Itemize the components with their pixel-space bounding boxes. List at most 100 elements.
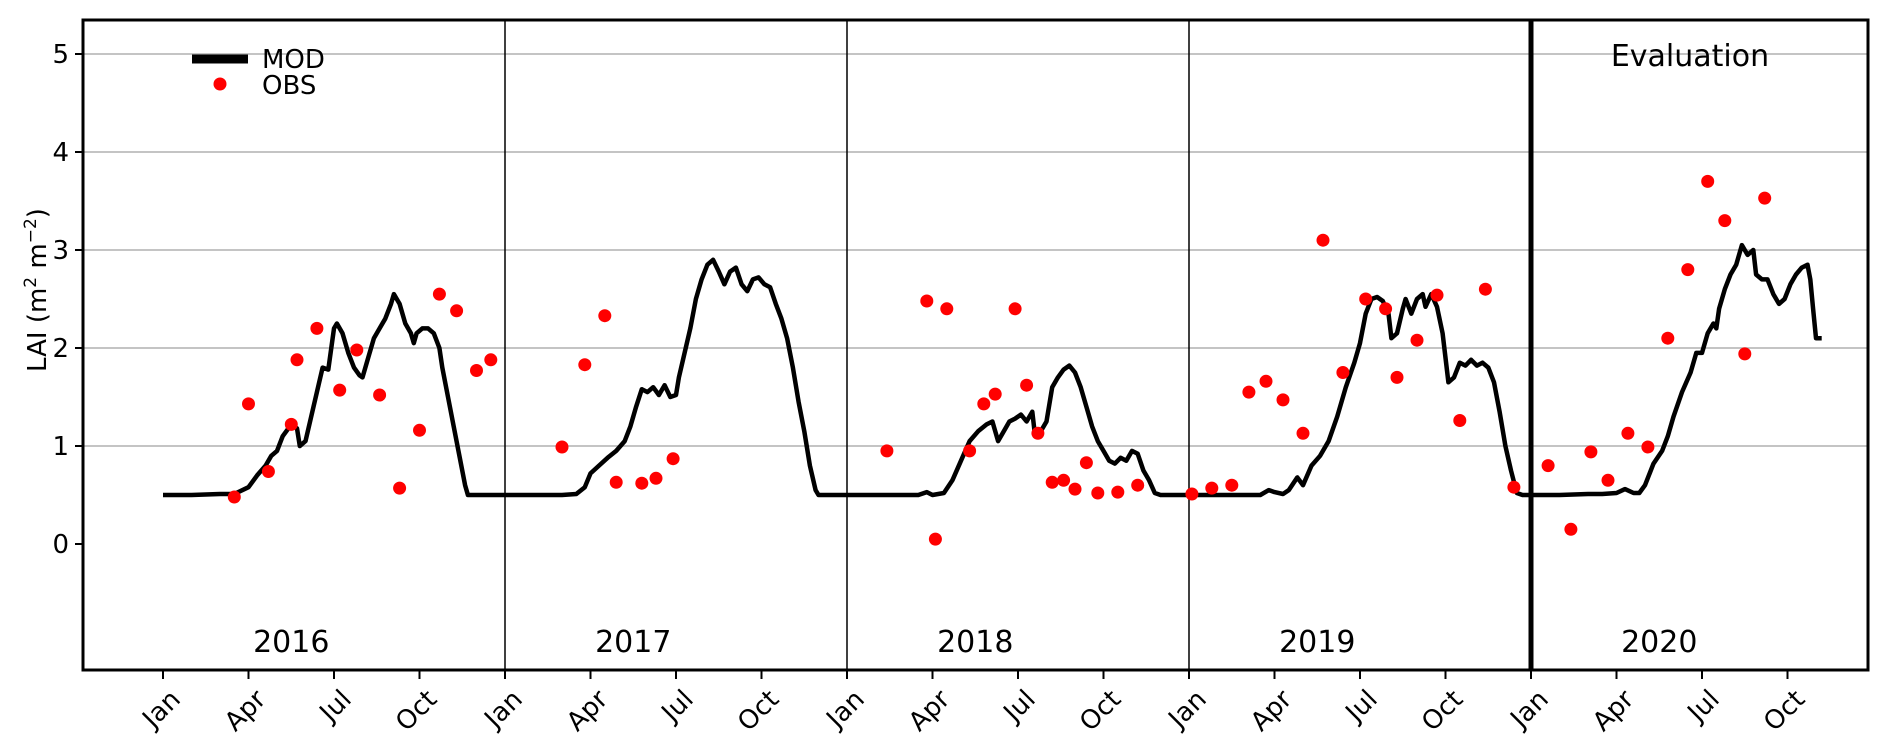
obs-series-points bbox=[227, 174, 1772, 546]
obs-point bbox=[1242, 385, 1256, 399]
obs-point bbox=[1758, 191, 1772, 205]
obs-point bbox=[1390, 370, 1404, 384]
grid-lines bbox=[83, 53, 1868, 447]
x-tick-label: Jul bbox=[1681, 684, 1726, 729]
obs-point bbox=[1225, 478, 1239, 492]
obs-point bbox=[290, 353, 304, 367]
obs-point bbox=[609, 475, 623, 489]
x-tick-label: Apr bbox=[561, 684, 614, 737]
year-label-2016: 2016 bbox=[253, 625, 329, 660]
obs-point bbox=[470, 364, 483, 377]
obs-point bbox=[988, 387, 1002, 401]
obs-point bbox=[1661, 331, 1675, 345]
y-tick-label: 4 bbox=[52, 138, 69, 168]
obs-point bbox=[333, 383, 347, 397]
obs-point bbox=[1641, 440, 1655, 454]
obs-point bbox=[1079, 456, 1093, 470]
x-tick-label: Jan bbox=[1504, 684, 1555, 735]
obs-point bbox=[578, 358, 592, 372]
x-tick-label: Oct bbox=[1074, 684, 1127, 737]
x-tick-label: Jul bbox=[655, 684, 700, 729]
legend-obs-label: OBS bbox=[262, 71, 316, 101]
obs-point bbox=[977, 397, 991, 411]
year-label-2019: 2019 bbox=[1279, 625, 1355, 660]
obs-point bbox=[1738, 347, 1752, 361]
obs-point bbox=[1031, 426, 1045, 440]
evaluation-label: Evaluation bbox=[1611, 39, 1769, 74]
obs-point bbox=[963, 444, 977, 458]
obs-point bbox=[310, 321, 324, 335]
obs-point bbox=[284, 417, 298, 431]
obs-point bbox=[350, 343, 364, 357]
obs-point bbox=[1681, 263, 1695, 277]
obs-point bbox=[1259, 374, 1273, 388]
obs-point bbox=[1701, 174, 1715, 188]
y-tick-label: 3 bbox=[52, 236, 69, 266]
mod-series-line bbox=[163, 242, 1822, 498]
obs-point bbox=[635, 476, 649, 490]
obs-point bbox=[1584, 445, 1598, 459]
x-tick-label: Jul bbox=[1339, 684, 1384, 729]
obs-point bbox=[920, 294, 934, 308]
obs-point bbox=[1205, 481, 1219, 495]
x-tick-label: Jan bbox=[820, 684, 871, 735]
obs-point bbox=[242, 397, 255, 411]
year-panel-labels: 2016 2017 2018 2019 2020 bbox=[253, 625, 1697, 660]
obs-point bbox=[432, 287, 446, 301]
x-tick-label: Apr bbox=[1587, 684, 1640, 737]
x-tick-label: Oct bbox=[732, 684, 785, 737]
x-tick-label: Apr bbox=[219, 684, 272, 737]
obs-point bbox=[1131, 478, 1145, 492]
year-dividers bbox=[504, 20, 1534, 670]
obs-point bbox=[940, 302, 954, 316]
year-label-2017: 2017 bbox=[595, 625, 671, 660]
y-axis-label: LAI (m2 m−2) bbox=[21, 208, 53, 372]
obs-point bbox=[649, 471, 663, 485]
obs-point bbox=[1410, 333, 1424, 347]
obs-point bbox=[880, 444, 894, 458]
x-tick-label: Jan bbox=[136, 684, 187, 735]
legend-mod-label: MOD bbox=[262, 45, 325, 75]
obs-point bbox=[1507, 480, 1521, 494]
obs-point bbox=[1068, 482, 1082, 496]
obs-point bbox=[1478, 282, 1492, 296]
obs-point bbox=[1045, 475, 1059, 489]
obs-point bbox=[1718, 214, 1732, 228]
x-axis-ticks: Jan Apr Jul Oct Jan Apr Jul Oct Jan Apr Jul Oct Jan A… bbox=[136, 670, 1811, 737]
obs-point bbox=[1564, 522, 1578, 536]
obs-point bbox=[598, 309, 612, 323]
obs-point bbox=[1091, 486, 1105, 500]
obs-point bbox=[1541, 459, 1555, 473]
x-tick-label: Jul bbox=[313, 684, 358, 729]
obs-point bbox=[1020, 378, 1034, 392]
x-tick-label: Apr bbox=[903, 684, 956, 737]
obs-point bbox=[1430, 288, 1444, 302]
obs-point bbox=[484, 353, 498, 367]
y-tick-label: 2 bbox=[52, 334, 69, 364]
legend: MOD OBS bbox=[192, 45, 325, 101]
obs-point bbox=[555, 440, 569, 454]
obs-point bbox=[1453, 414, 1467, 427]
x-tick-label: Oct bbox=[390, 684, 443, 737]
series-layer bbox=[163, 174, 1822, 546]
y-tick-label: 1 bbox=[52, 432, 69, 462]
legend-obs-swatch bbox=[213, 77, 227, 91]
obs-point bbox=[1008, 302, 1022, 316]
obs-point bbox=[227, 490, 241, 504]
x-tick-label: Oct bbox=[1416, 684, 1469, 737]
year-label-2020: 2020 bbox=[1621, 625, 1697, 660]
obs-point bbox=[1296, 426, 1310, 440]
obs-point bbox=[1185, 487, 1199, 501]
obs-point bbox=[393, 481, 407, 495]
obs-point bbox=[1276, 393, 1290, 407]
obs-point bbox=[1379, 302, 1393, 316]
obs-point bbox=[450, 304, 464, 318]
obs-point bbox=[1316, 233, 1330, 247]
obs-point bbox=[1111, 485, 1125, 499]
y-tick-label: 5 bbox=[52, 40, 69, 70]
obs-point bbox=[1621, 426, 1635, 440]
obs-point bbox=[1057, 473, 1071, 487]
obs-point bbox=[1336, 366, 1350, 379]
obs-point bbox=[928, 532, 942, 546]
